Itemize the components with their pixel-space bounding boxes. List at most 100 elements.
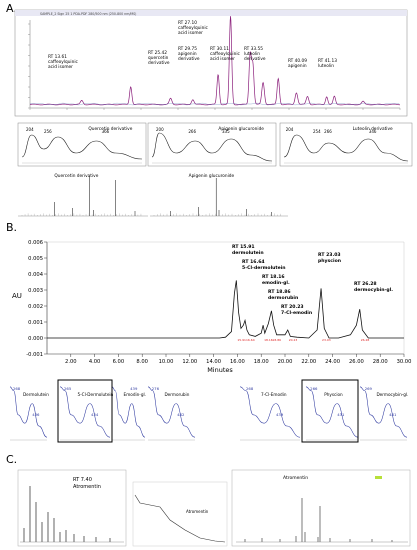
panel-c-ms-frame	[231, 469, 411, 547]
panel-b-peak-label-1-line-0: RT 16.64	[242, 259, 265, 265]
panel-a-uv-trace-2	[283, 134, 409, 162]
panel-a-y-ticks	[28, 23, 30, 109]
panel-b-y-ticks: -0.001 0.000 0.001 0.002 0.003 0.004 0.005 0.00…	[26, 240, 47, 358]
panel-b-uv-peak-6-0: 269	[365, 386, 373, 391]
panel-b-uv-peak-3-0: 276	[152, 386, 160, 391]
panel-c-chrom-peaks	[20, 486, 124, 543]
panel-b-highlight-box-2	[301, 379, 359, 443]
panel-b-uv-name-5: Physcion	[324, 392, 343, 397]
panel-b-uv-name-2: Emodin-gl.	[124, 392, 146, 397]
panel-a-peak-label-3-line-1: apigenin	[178, 51, 197, 57]
panel-b-uv-peak-5-0: 266	[310, 386, 318, 391]
panel-b-y-tick-label-0: -0.001	[26, 352, 43, 358]
panel-a-peak-label-4-line-1: caffeoylquinic	[210, 51, 241, 57]
panel-c-ms: Atromentin	[231, 469, 411, 547]
panel-b-rt-marker-4: 20.23	[289, 338, 298, 342]
panel-a-ms-name-0: Quercetin derivative	[54, 173, 98, 179]
panel-b-x-tick-label-3: 8.00	[136, 359, 148, 365]
panel-b-rt-marker-6: 26.28	[361, 338, 370, 342]
panel-a-uv-peak-0-0: 204	[26, 127, 34, 132]
panel-b-uv-trace-5	[305, 386, 359, 438]
panel-b-x-tick-label-13: 28.00	[373, 359, 388, 365]
panel-b-y-tick-label-5: 0.004	[28, 272, 44, 278]
panel-a-x-ticks	[29, 108, 401, 110]
panel-b-x-tick-label-5: 12.00	[182, 359, 197, 365]
panel-a-trace-secondary	[29, 102, 400, 106]
panel-b-y-tick-label-7: 0.006	[28, 240, 43, 246]
panel-b-peak-markers: 15.91 16.64 18.16 18.86 20.23 23.03 26.28	[237, 338, 369, 342]
panel-b-x-tick-label-4: 10.00	[159, 359, 174, 365]
panel-b-x-tick-label-14: 30.00	[397, 359, 412, 365]
panel-b-rt-marker-5: 23.03	[322, 338, 331, 342]
panel-a-peak-label-6-line-1: apigenin	[288, 63, 307, 69]
panel-b-uv-trace-1	[59, 386, 111, 438]
panel-a-peak-label-2-line-2: acid isomer	[178, 30, 203, 36]
panel-b-x-tick-label-2: 6.00	[113, 359, 125, 365]
panel-a-uv-peak-1-2: 335	[222, 129, 230, 134]
panel-b-x-tick-label-8: 18.00	[254, 359, 269, 365]
panel-b-uv-trace-6	[359, 386, 408, 438]
panel-b-peak-label-1-line-1: 5-Cl-dermolutein	[242, 265, 286, 271]
panel-a-uv-name-1: Apigenin glucuronide	[218, 126, 264, 132]
panel-b-peak-label-3-line-1: dermorubin	[268, 295, 298, 301]
panel-b-y-tick-label-2: 0.001	[28, 320, 43, 326]
panel-a-label: A.	[6, 2, 17, 15]
panel-b-peak-label-2-line-1: emodin-gl.	[262, 280, 290, 286]
panel-a-uv-spectra: Quercetin derivative 204 256 366 Apigenin gl…	[17, 122, 413, 167]
panel-a-peak-label-1-line-1: quercetin	[148, 55, 169, 61]
panel-a-uv-peak-2-1: 254	[313, 129, 321, 134]
panel-a-peak-label-5-line-1: luteolin	[244, 51, 260, 57]
panel-b-peak-label-0-line-1: dermolutein	[232, 250, 264, 256]
panel-a-peak-label-2-line-0: RT 27.10	[178, 20, 197, 26]
panel-a-peak-label-3-line-0: RT 29.75	[178, 46, 197, 52]
panel-b-peak-label-4-line-1: 7-Cl-emodin	[281, 310, 312, 316]
panel-b-uv-peak-1-0: 265	[64, 386, 72, 391]
panel-c-compound: Atromentin	[73, 484, 101, 490]
panel-c-rt: RT 7.40	[73, 477, 92, 483]
panel-c-uv: Atromentin	[132, 481, 228, 547]
panel-a-peak-label-2-line-1: caffeoylquinic	[178, 25, 209, 31]
panel-a-peak-label-4-line-2: acid isomer	[210, 56, 235, 62]
panel-b-peak-label-6-line-0: RT 26.28	[354, 281, 377, 287]
panel-a-uv-trace-1	[151, 132, 273, 162]
panel-c-uv-name: Atromentin	[186, 509, 209, 514]
panel-c-uv-trace	[134, 494, 226, 543]
panel-b-x-ticks: 2.00 4.00 6.00 8.00 10.00 12.00 14.00 16.00 18.0…	[65, 354, 411, 365]
panel-b-highlight-box-1	[57, 379, 113, 443]
panel-b-uv-trace-0	[9, 386, 48, 438]
panel-b-rt-marker-0: 15.91	[237, 338, 246, 342]
panel-b-x-label: Minutes	[207, 366, 233, 374]
panel-b-x-tick-label-7: 16.00	[230, 359, 245, 365]
panel-a-peak-label-0-line-2: acid isomer	[48, 64, 73, 70]
panel-b-uv-name-0: Dermolutein	[23, 392, 49, 397]
panel-a-uv-frame-2	[279, 122, 413, 167]
panel-a-peak-label-0-line-1: caffeoylquinic	[48, 59, 79, 65]
panel-b-x-tick-label-11: 24.00	[325, 359, 340, 365]
panel-a-uv-peak-2-0: 204	[286, 127, 294, 132]
panel-b-y-tick-label-3: 0.002	[28, 304, 43, 310]
panel-b-uv-trace-2	[111, 386, 146, 438]
panel-b-chromatogram: -0.001 0.000 0.001 0.002 0.003 0.004 0.005 0.00…	[12, 240, 411, 374]
panel-b-peak-label-6-line-1: dermocybin-gl.	[354, 287, 393, 293]
panel-a-peak-label-0-line-0: RT 13.61	[48, 54, 67, 60]
panel-a-peak-label-7-line-1: luteolin	[318, 63, 334, 69]
panel-a-uv-peak-2-2: 266	[324, 129, 332, 134]
panel-b-peak-label-5-line-0: RT 23.03	[318, 252, 341, 258]
panel-a-frame	[14, 9, 408, 117]
panel-a-peak-label-5-line-2: derivative	[244, 56, 266, 62]
panel-a-chromatogram: SAMPLE_2 Sign 25 1 PDA-PDF 280/500 nm (2…	[14, 9, 408, 117]
panel-b-uv-name-6: Dermocybin-gl.	[376, 392, 408, 397]
panel-b-uv-peak-0-1: 436	[32, 412, 40, 417]
panel-b-rt-marker-2: 18.16	[264, 338, 273, 342]
panel-b-peak-label-4-line-0: RT 20.23	[281, 304, 304, 310]
panel-b-uv-peak-4-1: 439	[276, 412, 284, 417]
panel-c-uv-frame	[132, 481, 228, 547]
panel-a-uv-frame-0	[17, 122, 147, 167]
panel-b-peak-label-2-line-0: RT 18.16	[262, 274, 285, 280]
panel-b-uv-peak-2-0: 439	[130, 386, 138, 391]
panel-b-x-tick-label-12: 26.00	[349, 359, 364, 365]
panel-b-rt-marker-3: 18.86	[272, 338, 281, 342]
panel-b-x-tick-label-1: 4.00	[89, 359, 101, 365]
panel-a-uv-frame-1	[147, 122, 277, 167]
